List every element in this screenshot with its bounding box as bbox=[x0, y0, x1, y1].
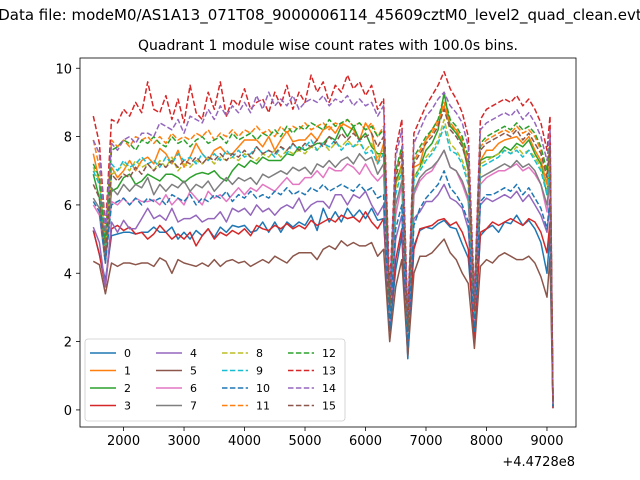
x-offset-label: +4.4728e8 bbox=[502, 455, 575, 470]
series-line-11 bbox=[92, 101, 554, 404]
legend-label-13: 13 bbox=[322, 365, 336, 378]
legend-label-3: 3 bbox=[124, 400, 131, 413]
legend-box bbox=[84, 338, 346, 422]
y-tick-label: 6 bbox=[64, 199, 72, 214]
legend-label-2: 2 bbox=[124, 382, 131, 395]
series-line-10 bbox=[92, 170, 554, 407]
series-line-3 bbox=[92, 211, 554, 409]
legend-label-15: 15 bbox=[322, 400, 336, 413]
x-tick-label: 3000 bbox=[167, 434, 200, 449]
series-layer bbox=[92, 70, 554, 409]
x-tick-label: 2000 bbox=[107, 434, 140, 449]
legend-label-14: 14 bbox=[322, 382, 336, 395]
legend-label-10: 10 bbox=[256, 382, 270, 395]
series-line-6 bbox=[92, 149, 554, 405]
y-tick-label: 0 bbox=[64, 404, 72, 419]
legend-label-12: 12 bbox=[322, 347, 336, 360]
series-line-5 bbox=[92, 238, 554, 407]
series-line-8 bbox=[92, 118, 554, 404]
x-tick-label: 8000 bbox=[470, 434, 503, 449]
legend-label-0: 0 bbox=[124, 347, 131, 360]
y-tick-label: 10 bbox=[55, 62, 72, 77]
x-tick-label: 5000 bbox=[288, 434, 321, 449]
legend-label-8: 8 bbox=[256, 347, 263, 360]
series-line-13 bbox=[92, 70, 554, 402]
series-line-15 bbox=[92, 108, 554, 404]
y-tick-label: 8 bbox=[64, 131, 72, 146]
x-tick-label: 6000 bbox=[349, 434, 382, 449]
legend-label-7: 7 bbox=[190, 400, 197, 413]
y-tick-label: 4 bbox=[64, 267, 72, 282]
series-line-0 bbox=[92, 207, 554, 409]
series-line-4 bbox=[92, 183, 554, 407]
x-tick-label: 7000 bbox=[409, 434, 442, 449]
legend-label-4: 4 bbox=[190, 347, 197, 360]
x-tick-label: 4000 bbox=[228, 434, 261, 449]
legend-label-11: 11 bbox=[256, 400, 270, 413]
series-line-12 bbox=[92, 94, 554, 404]
series-line-14 bbox=[92, 91, 554, 404]
axes-frame bbox=[79, 57, 577, 428]
y-tick-label: 2 bbox=[64, 336, 72, 351]
legend-label-6: 6 bbox=[190, 382, 197, 395]
legend-label-5: 5 bbox=[190, 365, 197, 378]
x-tick-label: 9000 bbox=[530, 434, 563, 449]
legend-label-9: 9 bbox=[256, 365, 263, 378]
legend-label-1: 1 bbox=[124, 365, 131, 378]
figure-suptitle: Data file: modeM0/AS1A13_071T08_90000061… bbox=[0, 6, 640, 25]
series-line-7 bbox=[92, 149, 554, 405]
series-line-2 bbox=[92, 91, 554, 405]
chart-title: Quadrant 1 module wise count rates with … bbox=[138, 38, 518, 54]
